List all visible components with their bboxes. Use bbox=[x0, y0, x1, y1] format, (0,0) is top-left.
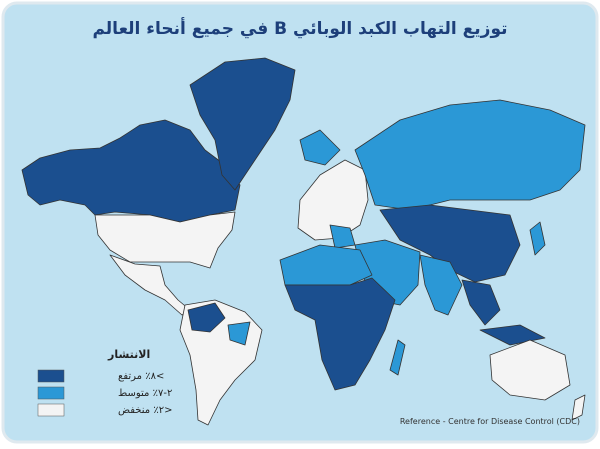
legend-label: >٨٪ مرتفع bbox=[118, 371, 164, 382]
legend-swatch bbox=[37, 386, 65, 400]
legend-swatch bbox=[37, 369, 65, 383]
map-title: توزيع التهاب الكبد الوبائي B في جميع أنح… bbox=[92, 17, 507, 39]
legend-label: <٢٪ منخفض bbox=[118, 405, 172, 416]
legend-label: ٢-٧٪ متوسط bbox=[118, 388, 172, 399]
legend-title: الانتشار bbox=[107, 348, 150, 361]
reference: Reference - Centre for Disease Control (… bbox=[400, 417, 580, 426]
legend-swatch bbox=[37, 403, 65, 417]
world-map bbox=[21, 57, 586, 426]
legend: الانتشار >٨٪ مرتفع ٢-٧٪ متوسط <٢٪ منخفض bbox=[37, 348, 172, 417]
